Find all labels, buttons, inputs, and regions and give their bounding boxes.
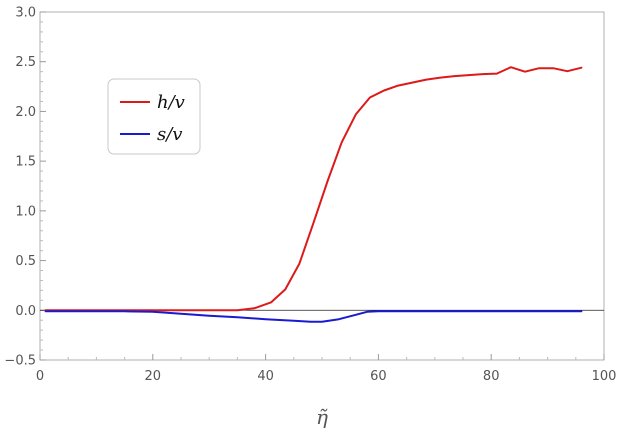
series-line-h-v <box>44 66 583 312</box>
y-tick-label: −0.5 <box>4 354 36 369</box>
y-tick-label: 0.0 <box>15 304 36 319</box>
y-tick-label: 2.0 <box>15 105 36 120</box>
plot-frame <box>39 11 605 361</box>
y-tick-label: 1.5 <box>15 155 36 170</box>
x-tick-label: 0 <box>36 369 44 384</box>
series-layer <box>44 66 583 323</box>
legend-box <box>107 78 201 155</box>
x-axis-title: η̃ <box>316 405 328 429</box>
legend-label-s-v: s/v <box>157 124 182 145</box>
y-tick-label: 0.5 <box>15 254 36 269</box>
x-tick-label: 40 <box>257 369 274 384</box>
legend: h/v s/v <box>107 78 201 155</box>
y-tick-label: 3.0 <box>15 6 36 21</box>
axis-ticks <box>39 11 605 361</box>
x-tick-label: 60 <box>370 369 387 384</box>
legend-label-h-v: h/v <box>157 92 185 113</box>
y-tick-label: 1.0 <box>15 204 36 219</box>
y-tick-label: 2.5 <box>15 55 36 70</box>
x-tick-label: 80 <box>483 369 500 384</box>
series-line-s-v <box>44 310 583 323</box>
x-tick-label: 20 <box>145 369 162 384</box>
x-tick-label: 100 <box>592 369 617 384</box>
axis-tick-labels: 0 20 40 60 80 100 −0.5 0.0 0.5 1.0 1.5 2.0 2.5 3.0 <box>4 6 616 385</box>
